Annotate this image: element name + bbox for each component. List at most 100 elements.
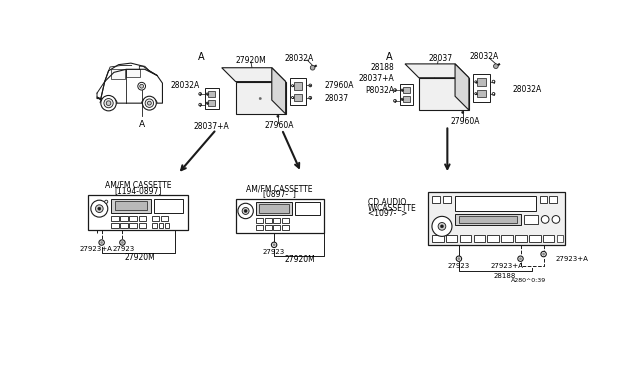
Bar (159, 222, 163, 228)
Bar (557, 235, 563, 242)
Text: A280^0:39: A280^0:39 (511, 278, 547, 283)
Circle shape (98, 207, 101, 210)
Bar (529, 235, 541, 242)
Bar (474, 235, 485, 242)
Text: 28188: 28188 (494, 273, 516, 279)
Text: P8032A: P8032A (365, 86, 394, 95)
Bar (273, 225, 280, 230)
Text: 27923: 27923 (448, 263, 470, 269)
Bar (455, 214, 520, 225)
Bar (120, 216, 128, 221)
Bar (473, 74, 490, 102)
Bar (111, 216, 118, 221)
Circle shape (518, 256, 523, 262)
Text: 27920M: 27920M (125, 253, 156, 262)
Circle shape (291, 85, 294, 87)
Text: 27960A: 27960A (324, 81, 354, 90)
Bar (455, 196, 536, 211)
Polygon shape (405, 64, 469, 78)
Circle shape (310, 65, 315, 70)
Circle shape (276, 115, 279, 118)
Circle shape (394, 89, 396, 92)
Bar (403, 87, 410, 93)
Bar (257, 218, 263, 223)
Text: [0897-  ]: [0897- ] (263, 189, 296, 199)
Circle shape (101, 96, 116, 111)
Bar (236, 199, 324, 232)
Bar (257, 202, 292, 215)
Bar (403, 96, 410, 102)
Circle shape (438, 222, 446, 230)
Bar (543, 235, 554, 242)
Polygon shape (455, 64, 469, 110)
Text: A: A (139, 120, 145, 129)
Text: 28037: 28037 (428, 54, 452, 63)
Bar (129, 216, 137, 221)
Circle shape (519, 257, 522, 260)
Circle shape (291, 96, 294, 99)
Bar (129, 222, 137, 228)
Circle shape (244, 209, 247, 212)
Polygon shape (221, 68, 285, 81)
Text: 27923+A: 27923+A (555, 256, 588, 263)
Bar (428, 192, 565, 245)
Bar (259, 204, 289, 212)
Text: 28032A: 28032A (285, 54, 314, 63)
Circle shape (552, 216, 560, 223)
Text: 28032A: 28032A (513, 85, 542, 94)
Circle shape (401, 98, 403, 100)
Text: 27960A: 27960A (265, 121, 294, 130)
Bar (120, 222, 128, 228)
Circle shape (238, 203, 253, 219)
Bar (161, 216, 168, 221)
Text: A: A (198, 52, 204, 62)
Bar (273, 218, 280, 223)
Circle shape (541, 216, 549, 223)
Bar (126, 69, 140, 77)
Bar (154, 199, 183, 212)
Circle shape (143, 96, 156, 110)
Bar (282, 218, 289, 223)
Bar (515, 235, 527, 242)
Text: 27923: 27923 (263, 249, 285, 255)
Bar (265, 225, 272, 230)
Polygon shape (236, 81, 285, 114)
Bar (549, 196, 557, 203)
Circle shape (492, 80, 495, 83)
Text: 27923+A: 27923+A (491, 263, 524, 269)
Bar (139, 216, 147, 221)
Circle shape (475, 93, 477, 95)
Circle shape (309, 84, 312, 87)
Circle shape (271, 242, 276, 247)
Text: 27920M: 27920M (236, 55, 266, 64)
Text: 27923: 27923 (112, 246, 134, 252)
Circle shape (91, 200, 108, 217)
Circle shape (145, 99, 154, 108)
Bar (443, 196, 451, 203)
Circle shape (99, 240, 104, 245)
Bar (460, 235, 471, 242)
Text: 27923+A: 27923+A (79, 246, 112, 252)
Bar (540, 196, 547, 203)
Bar (432, 196, 440, 203)
Bar (115, 201, 147, 210)
Bar (488, 235, 499, 242)
Bar (88, 195, 188, 230)
Bar (282, 225, 289, 230)
Bar (432, 235, 444, 242)
Text: AM/FM CASSETTE: AM/FM CASSETTE (246, 184, 313, 193)
Polygon shape (272, 68, 285, 114)
Bar (111, 69, 125, 78)
Text: 28037: 28037 (324, 94, 348, 103)
Circle shape (147, 101, 151, 105)
Circle shape (105, 200, 108, 203)
Bar (152, 222, 157, 228)
Circle shape (394, 99, 396, 102)
Bar (205, 88, 219, 109)
Bar (208, 100, 216, 106)
Circle shape (121, 241, 124, 244)
Bar (524, 215, 538, 224)
Text: CD AUDIO: CD AUDIO (368, 198, 406, 207)
Text: [1194-0897]: [1194-0897] (114, 186, 161, 195)
Text: 27960A: 27960A (451, 117, 480, 126)
